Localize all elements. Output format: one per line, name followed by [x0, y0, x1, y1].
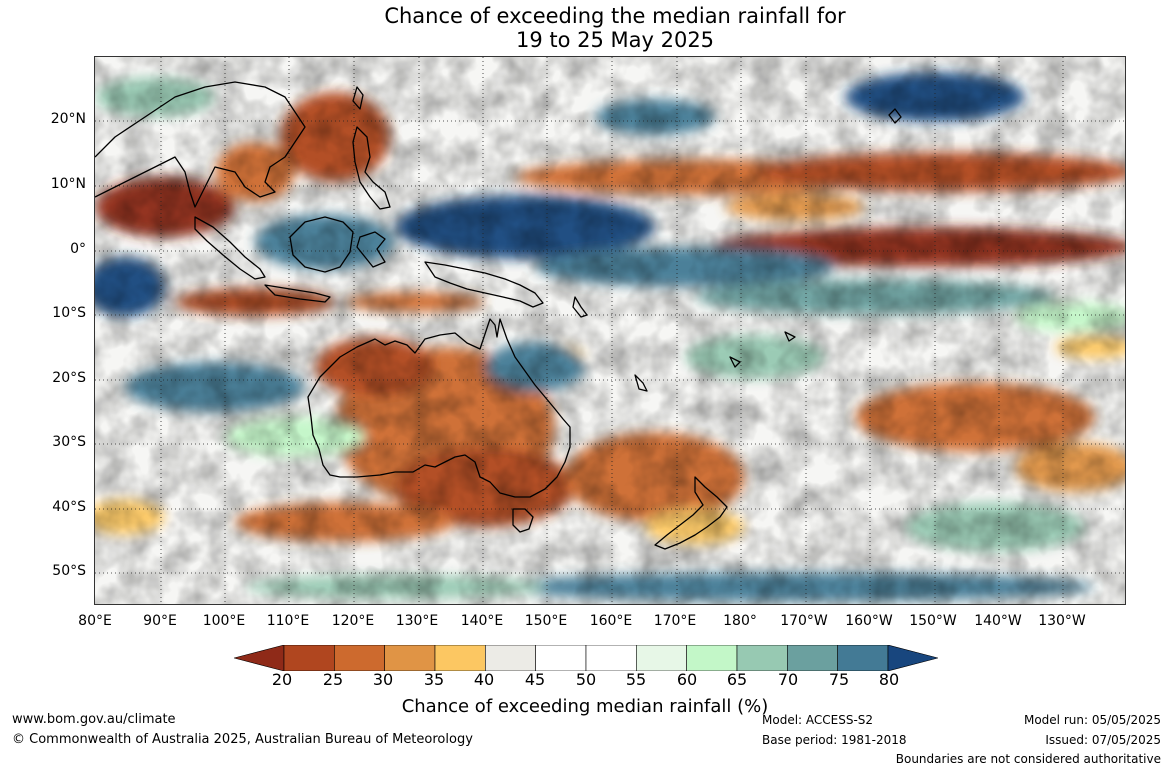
model-run-text: Model run: 05/05/2025: [1023, 713, 1161, 727]
lon-label-130e: 130°E: [395, 613, 439, 629]
colorbar-tick: 40: [473, 670, 495, 689]
lon-label-100e: 100°E: [202, 613, 246, 629]
colorbar-cell: [636, 645, 687, 671]
lat-label-10s: 10°S: [52, 305, 86, 321]
coastlines: [95, 81, 902, 550]
colorbar-cell: [535, 645, 587, 671]
lat-label-40s: 40°S: [52, 499, 86, 515]
colorbar-tick: 80: [878, 670, 900, 689]
lon-label-150w: 150°W: [909, 613, 957, 629]
colorbar-tick: 35: [423, 670, 445, 689]
lat-label-10n: 10°N: [50, 176, 86, 192]
lon-label-160e: 160°E: [589, 613, 633, 629]
colorbar-title: Chance of exceeding median rainfall (%): [401, 696, 769, 717]
colorbar-tick: 65: [726, 670, 748, 689]
copyright-text: © Commonwealth of Australia 2025, Austra…: [12, 732, 473, 747]
colorbar-tick: 60: [676, 670, 698, 689]
base-period-text: Base period: 1981-2018: [762, 733, 907, 747]
lat-label-20s: 20°S: [52, 370, 86, 386]
lon-label-150e: 150°E: [524, 613, 568, 629]
lon-label-120e: 120°E: [331, 613, 375, 629]
colorbar-tick: 45: [524, 670, 546, 689]
lon-label-180: 180°: [723, 613, 757, 629]
rainfall-map: [94, 56, 1126, 605]
issued-text: Issued: 07/05/2025: [1045, 733, 1161, 747]
colorbar: [234, 645, 938, 671]
lon-label-170w: 170°W: [780, 613, 828, 629]
colorbar-cell: [434, 645, 486, 671]
lat-label-20n: 20°N: [50, 111, 86, 127]
lon-label-140e: 140°E: [460, 613, 504, 629]
colorbar-cell: [585, 645, 637, 671]
title-line-1: Chance of exceeding the median rainfall …: [384, 4, 846, 28]
colorbar-cell: [334, 645, 385, 671]
colorbar-cell: [787, 645, 838, 671]
lat-label-30s: 30°S: [52, 434, 86, 450]
colorbar-tick: 20: [271, 670, 293, 689]
lon-label-110e: 110°E: [266, 613, 310, 629]
lon-label-170e: 170°E: [653, 613, 697, 629]
website-link[interactable]: www.bom.gov.au/climate: [12, 712, 176, 727]
model-text: Model: ACCESS-S2: [762, 713, 874, 727]
colorbar-cell: [485, 645, 536, 671]
colorbar-cell: [384, 645, 436, 671]
colorbar-tick: 75: [828, 670, 850, 689]
colorbar-cell: [686, 645, 738, 671]
graticule: [95, 57, 1125, 604]
colorbar-tick: 30: [372, 670, 394, 689]
lat-label-50s: 50°S: [52, 563, 86, 579]
title-line-2: 19 to 25 May 2025: [515, 28, 715, 52]
lon-label-140w: 140°W: [974, 613, 1022, 629]
lon-label-130w: 130°W: [1038, 613, 1086, 629]
colorbar-arrow-low: [234, 645, 285, 671]
colorbar-cell: [837, 645, 889, 671]
lon-label-160w: 160°W: [845, 613, 893, 629]
colorbar-arrow-high: [887, 645, 938, 671]
lon-label-90e: 90°E: [143, 613, 177, 629]
colorbar-tick: 25: [322, 670, 344, 689]
map-canvas: [95, 57, 1125, 604]
colorbar-tick: 55: [625, 670, 647, 689]
colorbar-tick: 70: [777, 670, 799, 689]
colorbar-cell: [736, 645, 788, 671]
colorbar-tick: 50: [575, 670, 597, 689]
disclaimer-text: Boundaries are not considered authoritat…: [895, 752, 1161, 766]
map-title: Chance of exceeding the median rainfall …: [0, 4, 1173, 52]
colorbar-cell: [283, 645, 335, 671]
lat-label-0: 0°: [70, 241, 86, 257]
lon-label-80e: 80°E: [78, 613, 112, 629]
